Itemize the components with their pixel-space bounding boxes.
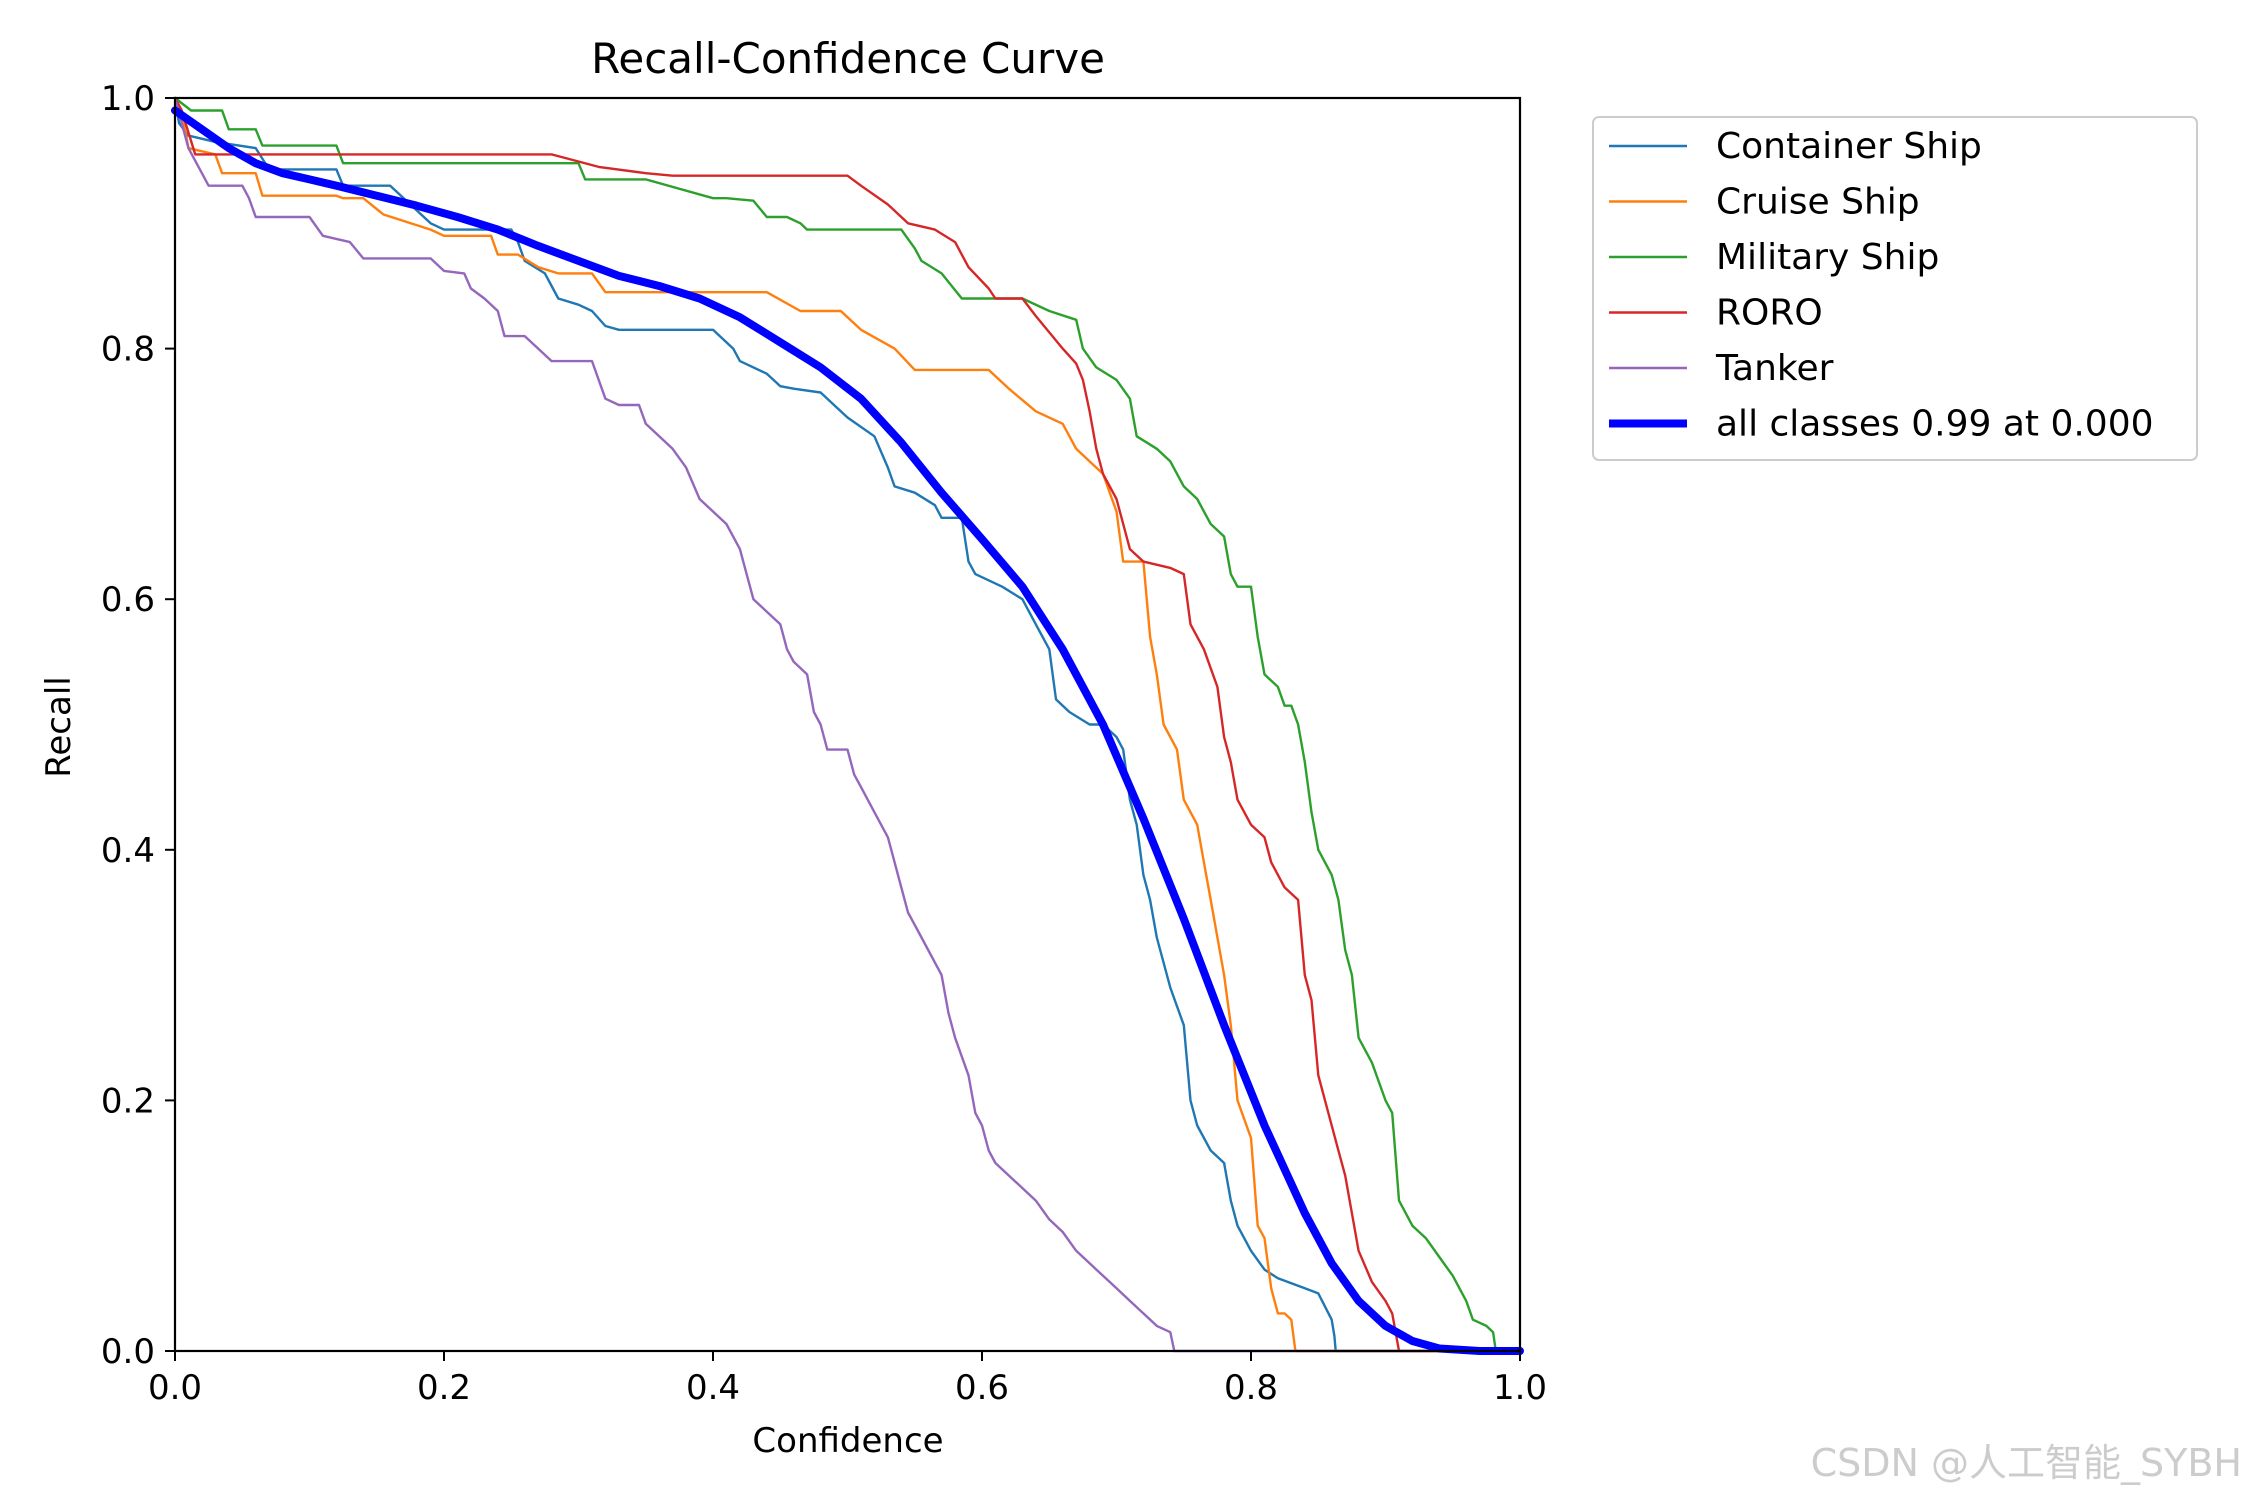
series-line-1: [173, 96, 1522, 1353]
legend-label-0: Container Ship: [1716, 126, 1982, 167]
y-tick-label: 0.4: [101, 831, 155, 871]
watermark-text: CSDN @人工智能_SYBH: [1811, 1441, 2242, 1485]
x-tick-label: 0.6: [955, 1368, 1009, 1408]
legend-items: Container Ship Cruise Ship Military Ship RO…: [1609, 126, 2154, 445]
y-tick-label: 0.6: [101, 580, 155, 620]
series-line-4: [173, 96, 1522, 1353]
chart-title: Recall-Confidence Curve: [591, 34, 1105, 83]
x-tick-label: 1.0: [1493, 1368, 1547, 1408]
y-tick-label: 0.8: [101, 330, 155, 370]
y-axis-label: Recall: [39, 676, 79, 777]
y-tick-label: 0.2: [101, 1081, 155, 1121]
series-line-5: [171, 106, 1524, 1355]
series-line-3: [173, 96, 1522, 1353]
x-tick-label: 0.0: [148, 1368, 202, 1408]
y-axis-ticks: 0.0 0.2 0.4 0.6 0.8 1.0: [101, 79, 175, 1372]
x-axis-ticks: 0.0 0.2 0.4 0.6 0.8 1.0: [148, 1351, 1547, 1408]
plot-series: [171, 96, 1524, 1355]
x-axis-label: Confidence: [752, 1421, 943, 1461]
legend-label-4: Tanker: [1715, 348, 1834, 389]
x-tick-label: 0.2: [417, 1368, 471, 1408]
y-tick-label: 0.0: [101, 1332, 155, 1372]
x-tick-label: 0.8: [1224, 1368, 1278, 1408]
legend-box: [1592, 116, 2198, 461]
legend-label-3: RORO: [1716, 293, 1823, 334]
x-tick-label: 0.4: [686, 1368, 740, 1408]
legend-label-2: Military Ship: [1716, 237, 1939, 278]
legend-label-1: Cruise Ship: [1716, 182, 1920, 223]
y-tick-label: 1.0: [101, 79, 155, 119]
plot-frame: [173, 96, 1522, 1353]
legend-label-5: all classes 0.99 at 0.000: [1716, 404, 2154, 445]
legend: Container Ship Cruise Ship Military Ship RO…: [1592, 116, 2198, 461]
series-line-2: [173, 96, 1522, 1353]
